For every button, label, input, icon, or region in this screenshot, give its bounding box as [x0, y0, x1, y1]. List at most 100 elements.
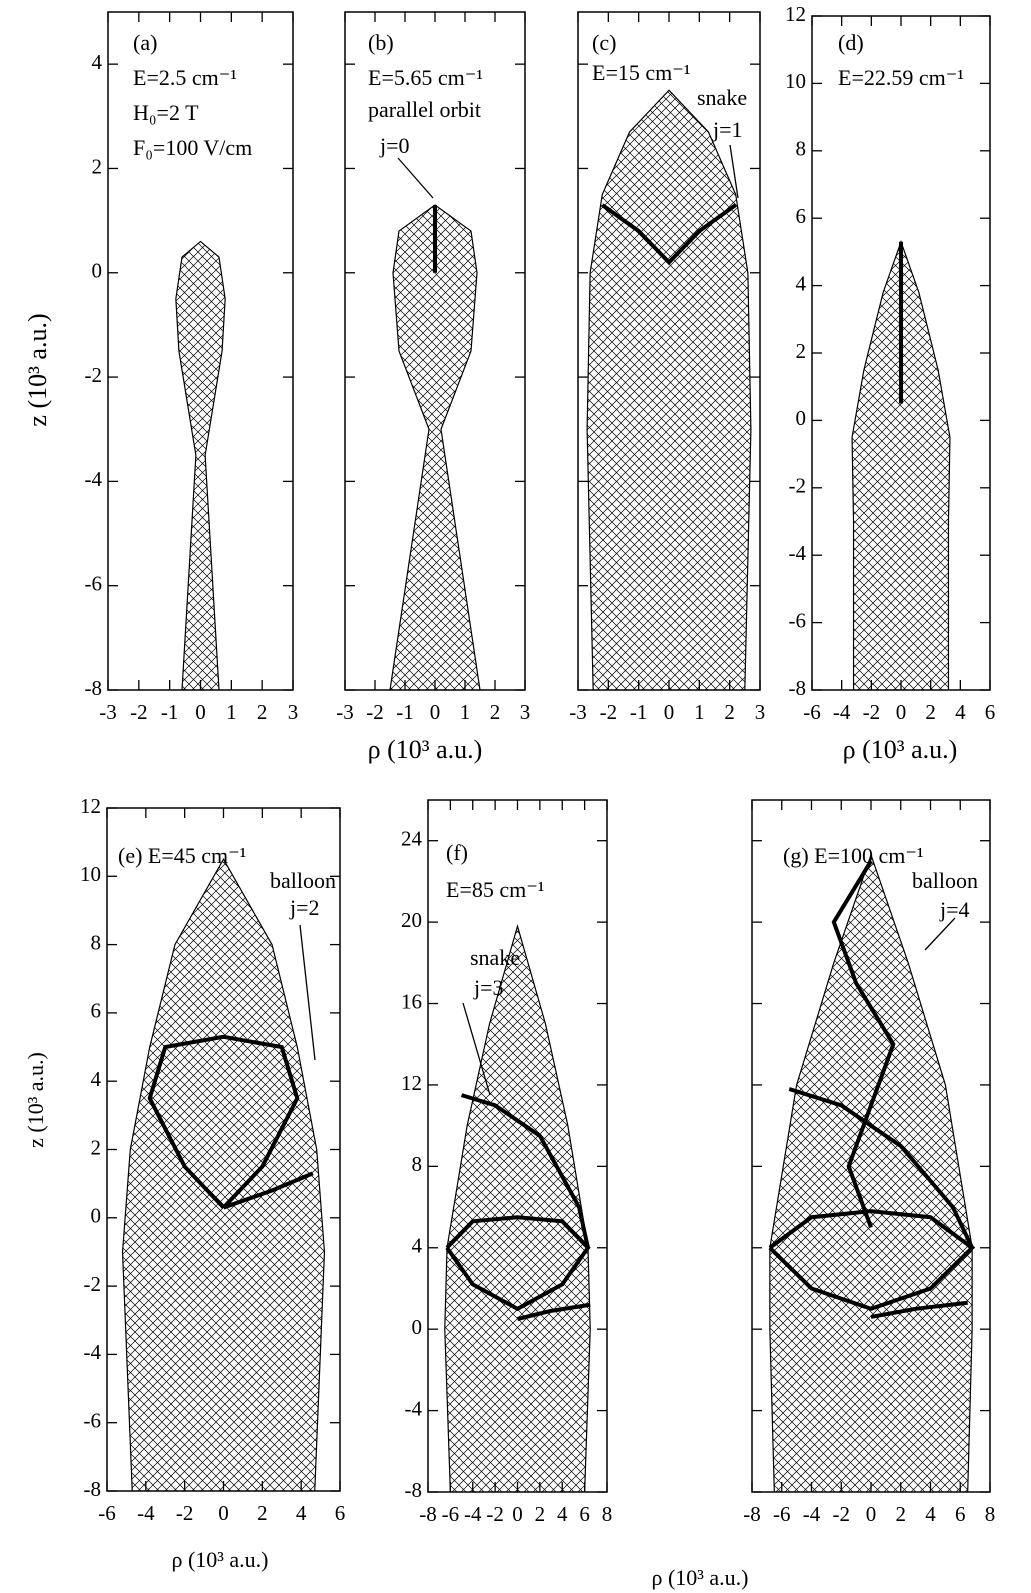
- annotation: E=2.5 cm⁻¹: [133, 65, 237, 90]
- annotation: (b): [368, 30, 394, 55]
- annotation: snake: [470, 945, 520, 970]
- annotation: E=5.65 cm⁻¹: [368, 65, 483, 90]
- y-tick-label: 2: [796, 339, 807, 363]
- y-tick-label: -4: [84, 1340, 102, 1364]
- x-tick-label: 0: [195, 700, 206, 724]
- y-tick-label: 6: [796, 204, 807, 228]
- annotation: balloon: [912, 868, 978, 893]
- y-tick-label: -4: [789, 541, 807, 565]
- x-tick-label: 0: [218, 1501, 229, 1525]
- x-tick-label: 2: [257, 700, 268, 724]
- x-tick-label: 6: [985, 700, 996, 724]
- x-tick-label: -6: [803, 700, 821, 724]
- y-axis-label: z (10³ a.u.): [23, 313, 52, 426]
- leader-line: [462, 1002, 491, 1096]
- y-tick-label: 0: [91, 1204, 102, 1228]
- annotation: E=22.59 cm⁻¹: [838, 65, 964, 90]
- orbit-envelope: [586, 89, 752, 691]
- highlighted-orbit: [870, 1300, 968, 1319]
- y-tick-label: -4: [85, 467, 103, 491]
- annotation: j=3: [473, 975, 504, 1000]
- y-tick-label: -8: [789, 676, 807, 700]
- x-tick-label: 2: [724, 700, 735, 724]
- x-tick-label: -4: [803, 1502, 821, 1526]
- y-tick-label: 4: [92, 50, 103, 74]
- annotation: H₀=2 T: [133, 100, 199, 125]
- annotation: (f): [446, 840, 468, 865]
- x-tick-label: 3: [288, 700, 299, 724]
- x-tick-label: -1: [161, 700, 179, 724]
- x-tick-label: -2: [130, 700, 148, 724]
- highlighted-orbit: [147, 1034, 300, 1209]
- x-tick-label: -4: [833, 700, 851, 724]
- x-tick-label: -8: [743, 1502, 761, 1526]
- annotation: (e) E=45 cm⁻¹: [118, 843, 246, 868]
- leader-line: [299, 924, 316, 1061]
- y-tick-label: 0: [92, 259, 103, 283]
- y-tick-label: 10: [785, 69, 806, 93]
- y-tick-label: -8: [84, 1477, 102, 1501]
- y-tick-label: 8: [796, 137, 807, 161]
- x-tick-label: -2: [486, 1502, 504, 1526]
- y-tick-label: 10: [80, 862, 101, 886]
- x-tick-label: -6: [442, 1502, 460, 1526]
- x-tick-label: 2: [490, 700, 501, 724]
- x-tick-label: 3: [520, 700, 531, 724]
- y-tick-label: -4: [405, 1396, 423, 1420]
- x-tick-label: 2: [925, 700, 936, 724]
- annotation: j=0: [379, 133, 410, 158]
- annotation: E=85 cm⁻¹: [446, 877, 544, 902]
- annotation: j=1: [712, 117, 743, 142]
- y-tick-label: 4: [412, 1234, 423, 1258]
- x-tick-label: -6: [98, 1501, 116, 1525]
- y-tick-label: -6: [85, 572, 103, 596]
- y-tick-label: 12: [80, 794, 101, 818]
- x-tick-label: -1: [396, 700, 414, 724]
- x-tick-label: 0: [430, 700, 441, 724]
- annotation: (d): [838, 30, 864, 55]
- x-tick-label: 6: [955, 1502, 966, 1526]
- x-tick-label: -3: [569, 700, 587, 724]
- y-tick-label: 4: [796, 271, 807, 295]
- y-tick-label: 2: [92, 154, 103, 178]
- annotation: j=2: [289, 895, 320, 920]
- leader-line: [729, 144, 739, 199]
- x-tick-label: -2: [863, 700, 881, 724]
- x-tick-label: 1: [226, 700, 237, 724]
- x-tick-label: -3: [336, 700, 354, 724]
- annotation: (a): [133, 30, 157, 55]
- highlighted-orbit: [601, 203, 737, 266]
- orbit-envelope: [444, 924, 591, 1493]
- y-tick-label: 24: [401, 827, 423, 851]
- y-tick-label: 8: [412, 1152, 423, 1176]
- x-tick-label: -2: [176, 1501, 194, 1525]
- x-tick-label: -2: [366, 700, 384, 724]
- orbit-envelope: [121, 858, 326, 1492]
- leader-line: [397, 157, 434, 199]
- x-tick-label: 0: [664, 700, 675, 724]
- y-tick-label: -2: [85, 363, 103, 387]
- x-tick-label: 0: [866, 1502, 877, 1526]
- x-tick-label: -3: [99, 700, 117, 724]
- highlighted-orbit: [517, 1302, 591, 1321]
- x-tick-label: 6: [335, 1501, 346, 1525]
- y-axis-label: z (10³ a.u.): [23, 1052, 48, 1148]
- x-axis-label: ρ (10³ a.u.): [652, 1565, 749, 1590]
- y-tick-label: 8: [91, 930, 102, 954]
- annotations: (a) E=2.5 cm⁻¹ H₀=2 T F₀=100 V/cm (b) E=…: [23, 30, 978, 1590]
- x-tick-label: 4: [925, 1502, 936, 1526]
- x-tick-label: 0: [512, 1502, 523, 1526]
- leader-line: [924, 917, 956, 951]
- highlighted-orbit: [788, 1087, 974, 1249]
- highlighted-orbit: [222, 1171, 314, 1210]
- y-tick-label: 0: [412, 1315, 423, 1339]
- y-tick-label: -6: [84, 1409, 102, 1433]
- x-tick-label: 2: [535, 1502, 546, 1526]
- x-tick-label: -2: [833, 1502, 851, 1526]
- annotation: F₀=100 V/cm: [133, 135, 252, 160]
- x-tick-label: 1: [460, 700, 471, 724]
- y-tick-label: -8: [405, 1478, 423, 1502]
- y-tick-label: 16: [401, 989, 422, 1013]
- x-tick-label: 6: [579, 1502, 590, 1526]
- annotation: E=15 cm⁻¹: [592, 60, 690, 85]
